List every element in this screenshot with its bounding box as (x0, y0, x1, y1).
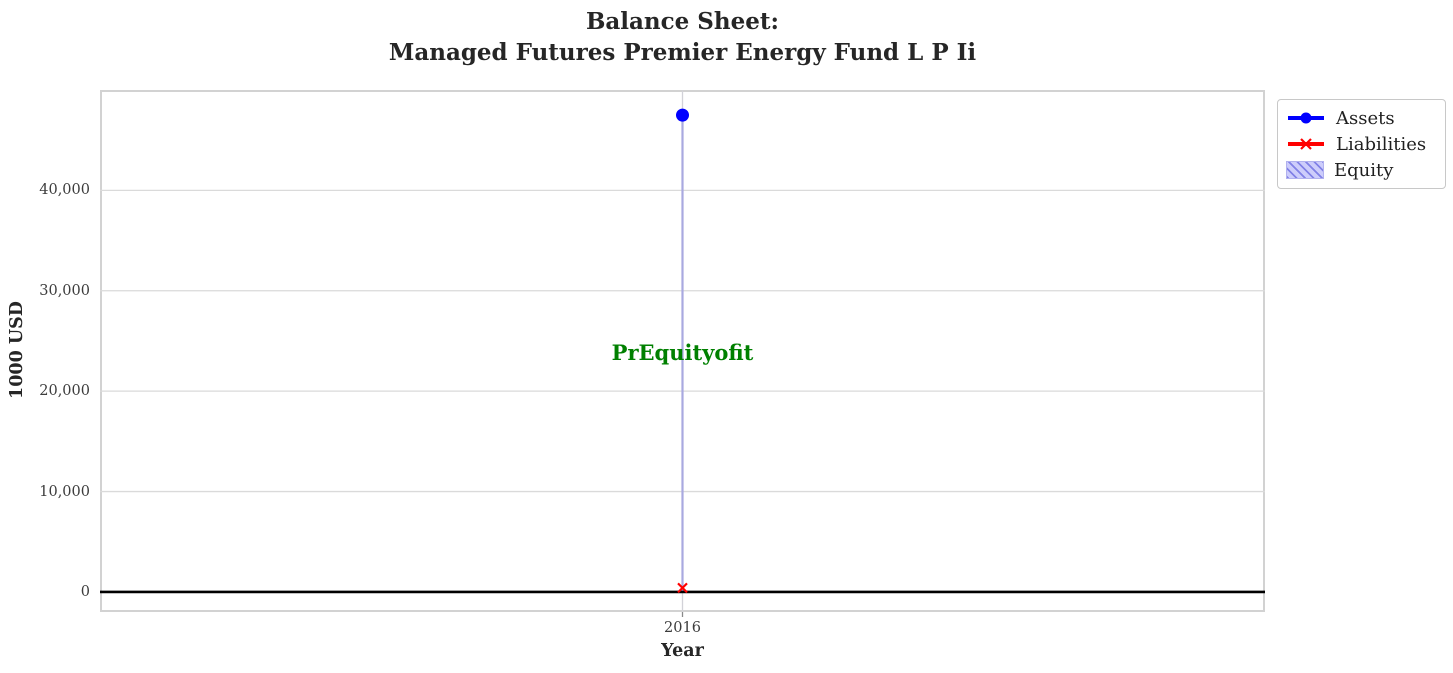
annotation: PrEquityofit (611, 340, 754, 365)
legend-label-liabilities: Liabilities (1336, 133, 1427, 155)
legend-item-equity: Equity (1286, 157, 1445, 183)
equity-legend-swatch (1286, 161, 1324, 179)
legend: Assets Liabilities Equity (1277, 99, 1446, 189)
x-tick-label: 2016 (664, 620, 701, 636)
x-axis-label: Year (661, 641, 704, 661)
y-tick-label: 0 (80, 583, 90, 600)
legend-item-assets: Assets (1286, 105, 1445, 131)
y-tick-label: 40,000 (39, 182, 90, 199)
y-tick-label: 30,000 (39, 282, 90, 299)
y-tick-label: 20,000 (39, 383, 90, 400)
plot-area (100, 90, 1265, 617)
assets-marker (676, 108, 689, 122)
assets-legend-icon (1288, 112, 1324, 124)
plot-svg (100, 90, 1265, 617)
liabilities-legend-icon (1288, 138, 1324, 150)
liabilities-marker (677, 582, 688, 594)
legend-label-assets: Assets (1336, 107, 1395, 129)
legend-label-equity: Equity (1334, 159, 1394, 181)
legend-item-liabilities: Liabilities (1286, 131, 1445, 157)
chart-title: Balance Sheet: Managed Futures Premier E… (388, 8, 977, 66)
y-tick-label: 10,000 (39, 483, 90, 500)
